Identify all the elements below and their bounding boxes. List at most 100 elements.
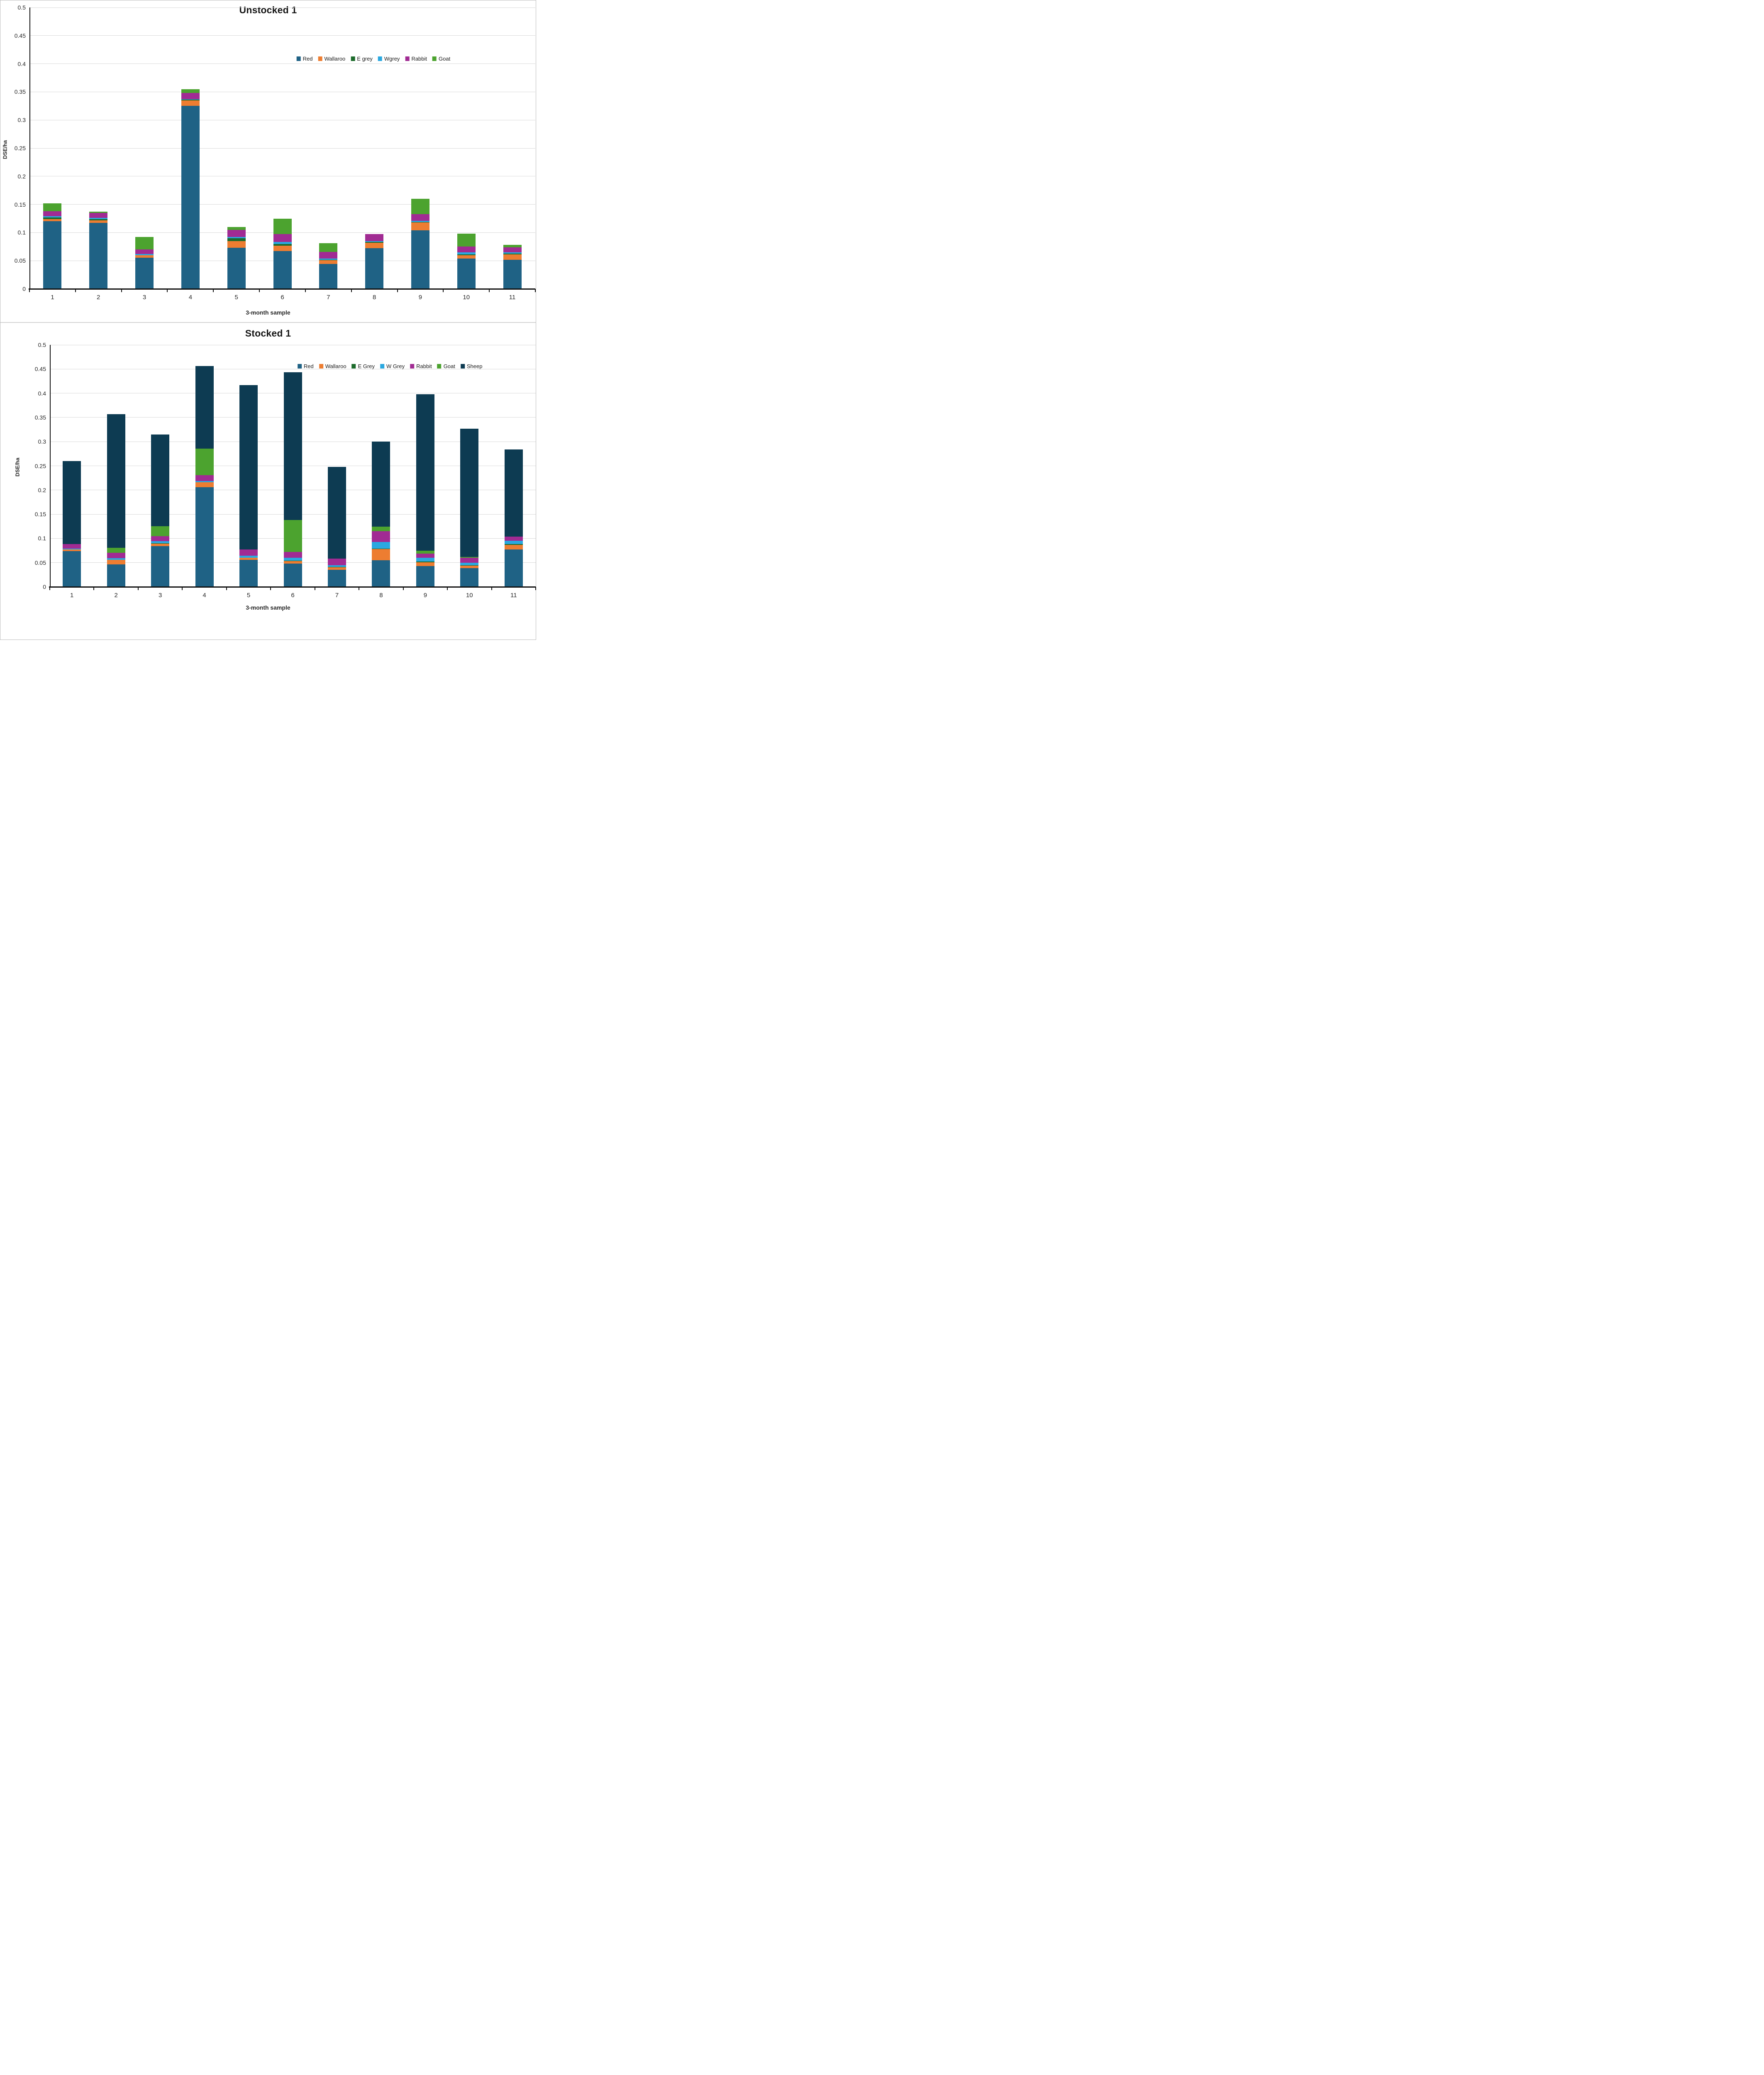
bar-segment-red bbox=[503, 259, 522, 289]
bar-segment-w-grey bbox=[151, 541, 170, 544]
gridline bbox=[29, 204, 535, 205]
legend-item: Rabbit bbox=[410, 363, 432, 369]
legend-item: Goat bbox=[432, 56, 450, 62]
bar-segment-e-grey bbox=[89, 219, 108, 220]
chart-panel-unstocked: Unstocked 1 DSE/ha 0 0.05 0.1 0.15 0.2 0.25 0.… bbox=[0, 0, 536, 323]
bar-segment-goat bbox=[416, 550, 434, 554]
bar-segment-sheep bbox=[504, 449, 523, 537]
legend-item: E Grey bbox=[351, 363, 375, 369]
bar-segment-red bbox=[327, 570, 346, 587]
x-axis-title: 3-month sample bbox=[246, 604, 290, 611]
y-tick-label: 0.25 bbox=[14, 145, 26, 151]
y-tick-label: 0.4 bbox=[17, 60, 26, 67]
x-tick-mark bbox=[535, 289, 536, 292]
bar-segment-e-grey bbox=[227, 238, 246, 241]
x-tick-mark bbox=[397, 289, 398, 292]
y-tick-label: 0.05 bbox=[14, 257, 26, 264]
legend-label: W Grey bbox=[386, 363, 405, 369]
stacked-bar bbox=[411, 7, 429, 289]
x-tick-mark bbox=[93, 587, 95, 590]
legend-item: Wallaroo bbox=[318, 56, 345, 62]
bar-segment-red bbox=[411, 230, 429, 289]
legend-item: W Grey bbox=[380, 363, 405, 369]
figure-frame: Unstocked 1 DSE/ha 0 0.05 0.1 0.15 0.2 0.25 0.… bbox=[0, 0, 536, 640]
bar-segment-rabbit bbox=[107, 553, 125, 559]
bar-segment-rabbit bbox=[327, 559, 346, 565]
bar-segment-goat bbox=[503, 245, 522, 247]
x-tick-mark bbox=[489, 289, 490, 292]
x-tick-mark bbox=[351, 289, 352, 292]
bar-segment-rabbit bbox=[43, 211, 62, 217]
y-tick-label: 0.3 bbox=[17, 117, 26, 124]
y-axis-line bbox=[29, 7, 30, 289]
bar-segment-goat bbox=[89, 212, 108, 213]
stacked-bar bbox=[372, 345, 390, 587]
stacked-bar bbox=[283, 345, 302, 587]
x-tick-label: 7 bbox=[335, 592, 339, 599]
legend-label: Sheep bbox=[466, 363, 483, 369]
bar-segment-goat bbox=[283, 520, 302, 552]
bar-segment-red bbox=[319, 264, 338, 289]
stacked-bar bbox=[43, 7, 62, 289]
legend-swatch-icon bbox=[296, 56, 301, 61]
stacked-bar bbox=[504, 345, 523, 587]
y-tick-label: 0.2 bbox=[17, 173, 26, 180]
bar-segment-goat bbox=[227, 227, 246, 230]
y-tick-label: 0.1 bbox=[17, 229, 26, 236]
x-axis-line bbox=[29, 288, 535, 290]
bar-segment-wgrey bbox=[181, 99, 200, 100]
bar-segment-w-grey bbox=[283, 558, 302, 561]
bar-segment-rabbit bbox=[283, 552, 302, 558]
bar-segment-wallaroo bbox=[503, 254, 522, 260]
y-tick-label: 0.35 bbox=[14, 88, 26, 95]
stacked-bar bbox=[107, 345, 125, 587]
x-axis-title: 3-month sample bbox=[246, 309, 290, 316]
stacked-bar bbox=[151, 345, 170, 587]
gridline bbox=[29, 35, 535, 36]
bar-segment-w-grey bbox=[107, 558, 125, 560]
legend-item: Rabbit bbox=[405, 56, 427, 62]
bar-segment-sheep bbox=[151, 434, 170, 527]
bar-segment-w-grey bbox=[372, 542, 390, 549]
bar-segment-rabbit bbox=[89, 212, 108, 218]
bar-segment-rabbit bbox=[151, 536, 170, 542]
legend-item: Red bbox=[296, 56, 312, 62]
x-tick-mark bbox=[182, 587, 183, 590]
legend-item: Red bbox=[297, 363, 314, 369]
bar-segment-wallaroo bbox=[416, 562, 434, 566]
bar-segment-wallaroo bbox=[151, 544, 170, 547]
stacked-bar bbox=[365, 7, 384, 289]
bar-segment-wallaroo bbox=[239, 558, 258, 560]
bar-segment-wgrey bbox=[457, 252, 476, 255]
bar-segment-wgrey bbox=[273, 242, 292, 244]
x-tick-label: 8 bbox=[379, 592, 383, 599]
bar-segment-rabbit bbox=[416, 553, 434, 558]
stacked-bar bbox=[135, 7, 154, 289]
gridline bbox=[29, 63, 535, 64]
bar-segment-wallaroo bbox=[135, 255, 154, 258]
y-tick-label: 0.3 bbox=[38, 438, 46, 445]
bar-segment-w-grey bbox=[195, 481, 214, 483]
bar-segment-sheep bbox=[107, 414, 125, 548]
stacked-bar bbox=[63, 345, 81, 587]
bar-segment-rabbit bbox=[457, 247, 476, 252]
bar-segment-red bbox=[283, 564, 302, 587]
bar-segment-red bbox=[43, 221, 62, 289]
stacked-bar bbox=[181, 7, 200, 289]
x-tick-mark bbox=[403, 587, 404, 590]
y-tick-label: 0.45 bbox=[14, 32, 26, 39]
x-tick-label: 1 bbox=[51, 294, 54, 301]
legend-item: Wgrey bbox=[378, 56, 400, 62]
legend-item: Goat bbox=[437, 363, 455, 369]
bar-segment-goat bbox=[319, 243, 338, 252]
bar-segment-sheep bbox=[63, 461, 81, 544]
stacked-bar bbox=[319, 7, 338, 289]
legend-label: Rabbit bbox=[416, 363, 432, 369]
legend-label: Rabbit bbox=[411, 56, 427, 62]
x-tick-label: 5 bbox=[234, 294, 238, 301]
x-tick-label: 2 bbox=[97, 294, 100, 301]
bar-segment-red bbox=[107, 564, 125, 587]
x-tick-mark bbox=[213, 289, 214, 292]
x-tick-label: 10 bbox=[463, 294, 470, 301]
bar-segment-red bbox=[89, 223, 108, 289]
